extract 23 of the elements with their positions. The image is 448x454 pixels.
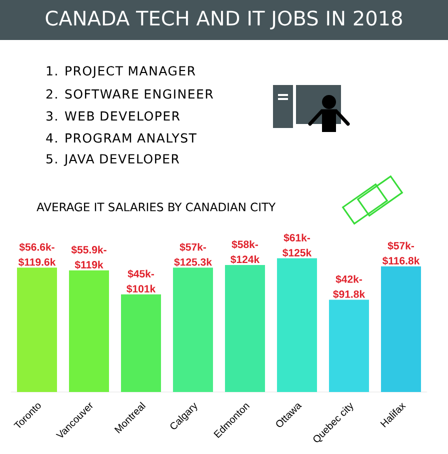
annotation: $42k-$91.8k	[333, 274, 366, 299]
text: 3. WEB DEVELOPER	[46, 111, 180, 121]
annotation: $56.6k-$119.6k	[18, 242, 56, 266]
bar	[17, 268, 57, 392]
annotation: $55.9k-$119k	[71, 246, 106, 270]
annotation: $57k-$116.8k	[382, 242, 420, 266]
bar	[172, 268, 213, 392]
annotation: $57k-$125.3k	[174, 242, 212, 266]
annotation: $45k-$101k	[126, 270, 156, 294]
annotation: $58k-$124k	[230, 240, 260, 264]
text: 1. PROJECT MANAGER	[46, 66, 196, 78]
text: 5. JAVA DEVELOPER	[46, 154, 180, 166]
bar	[121, 294, 161, 392]
bar	[328, 300, 369, 392]
annotation: $61k-$125k	[282, 234, 312, 258]
text: 2. SOFTWARE ENGINEER	[46, 89, 214, 99]
text: 4. PROGRAM ANALYST	[46, 133, 196, 143]
chart-title: CANADA TECH AND IT JOBS IN 2018	[46, 10, 402, 30]
bar	[380, 266, 421, 392]
bar	[276, 258, 317, 392]
bar	[69, 270, 109, 392]
bar	[224, 264, 265, 392]
chart-subtitle: AVERAGE IT SALARIES BY CANADIAN CITY	[36, 202, 276, 212]
